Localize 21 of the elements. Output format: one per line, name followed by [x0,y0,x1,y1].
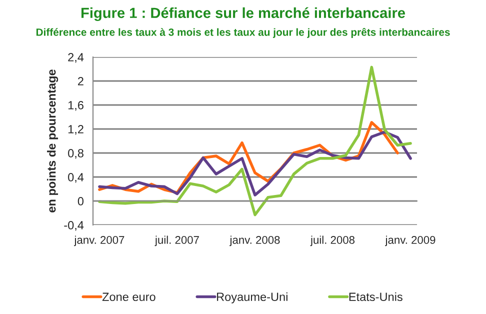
x-tick-label: janv. 2007 [74,236,124,246]
y-tick-label: 2,4 [68,53,84,63]
legend-label: Zone euro [102,292,156,302]
y-tick-label: -0,4 [64,221,84,231]
y-axis-title: en points de pourcentage [47,70,58,212]
y-tick-label: 0,4 [68,173,84,183]
x-tick-label: janv. 2008 [230,236,280,246]
x-tick-label: janv. 2009 [385,236,436,246]
x-tick-label: juil. 2008 [310,236,355,246]
y-tick-label: 0 [78,197,84,206]
chart-subtitle: Différence entre les taux à 3 mois et les taux au jour le jour des prêts interbancaires [36,28,450,38]
x-tick-label: juil. 2007 [154,236,199,246]
y-tick-label: 1,2 [68,125,84,135]
line-series [98,130,412,196]
y-tick-label: 0,8 [68,149,84,159]
y-tick-label: 1,6 [68,101,84,111]
legend-label: Etats-Unis [349,292,402,302]
y-tick-label: 2 [78,77,84,86]
legend-label: Royaume-Uni [217,292,288,304]
chart-title: Figure 1 : Défiance sur le marché interbancaire [81,7,406,22]
line-series [98,66,412,216]
